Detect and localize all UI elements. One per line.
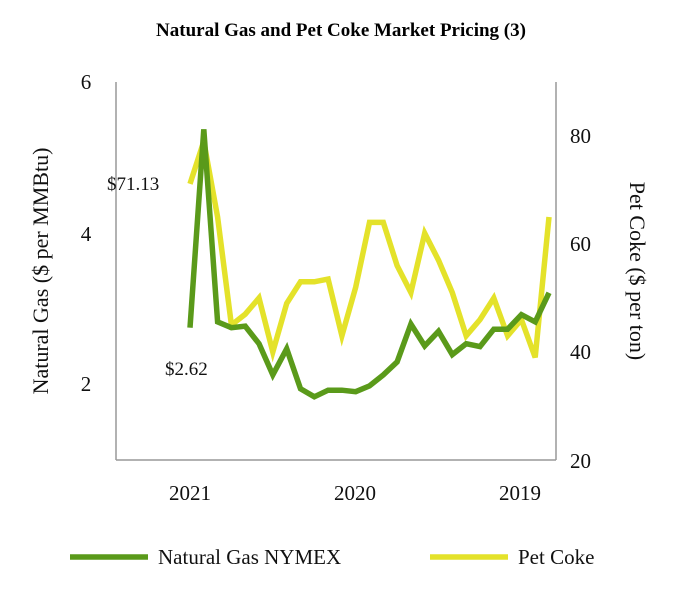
right-tick-labels: 20 40 60 80 [570,124,591,473]
x-tick-labels: 2021 2020 2019 [169,481,541,505]
left-tick-label: 4 [81,222,92,246]
right-tick-label: 40 [570,340,591,364]
x-tick-label: 2019 [499,481,541,505]
axes [115,82,557,461]
right-axis-label: Pet Coke ($ per ton) [625,182,650,360]
left-tick-label: 2 [81,372,92,396]
x-tick-label: 2020 [334,481,376,505]
right-tick-label: 60 [570,232,591,256]
right-tick-label: 20 [570,449,591,473]
series-layer [187,129,552,400]
legend-label-pet-coke: Pet Coke [518,545,594,569]
legend-item-pet-coke: Pet Coke [430,545,594,569]
left-axis-label: Natural Gas ($ per MMBtu) [28,148,53,395]
natural-gas-line [187,129,552,400]
legend: Natural Gas NYMEX Pet Coke [70,545,594,569]
legend-label-natural-gas: Natural Gas NYMEX [158,545,341,569]
natural-gas-annotation: $2.62 [165,359,208,380]
right-tick-label: 80 [570,124,591,148]
left-tick-label: 6 [81,70,92,94]
x-tick-label: 2021 [169,481,211,505]
chart-title: Natural Gas and Pet Coke Market Pricing … [156,20,526,41]
pet-coke-annotation: $71.13 [107,174,159,195]
left-tick-labels: 2 4 6 [81,70,92,396]
legend-item-natural-gas: Natural Gas NYMEX [70,545,341,569]
data-points [189,129,550,397]
